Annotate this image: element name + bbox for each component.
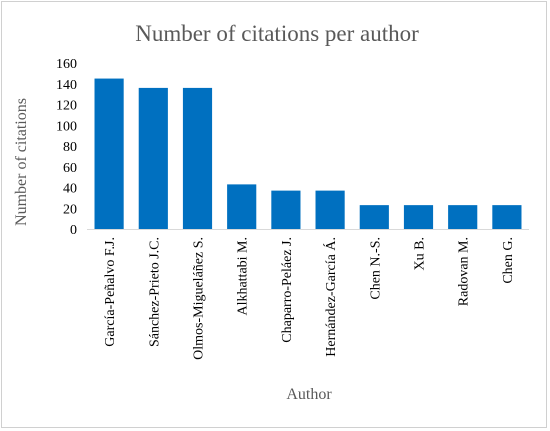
bars (94, 78, 522, 230)
bar (403, 205, 434, 229)
y-tick-label: 120 (56, 99, 77, 114)
x-tick-label: Hernández-García Á. (322, 237, 339, 357)
bar (359, 205, 389, 229)
bar (492, 205, 522, 229)
y-tick-label: 160 (56, 57, 77, 72)
x-tick-label: Alkhattabi M. (236, 237, 251, 316)
x-tick-label: Chen N.-S. (368, 237, 383, 300)
y-axis-ticks: 0 20 40 60 80 100 120 140 160 (56, 57, 77, 238)
x-tick-label: Radovan M. (457, 237, 472, 306)
y-tick-label: 20 (63, 202, 77, 217)
bar (138, 87, 168, 230)
x-tick-label: García-Peñalvo F.J. (103, 237, 118, 347)
x-tick-label: Sánchez-Prieto J.C. (147, 237, 162, 347)
x-tick-label: Xu B. (413, 237, 428, 270)
bar (94, 78, 124, 229)
chart-title: Number of citations per author (135, 21, 419, 46)
bar (315, 190, 345, 229)
x-tick-label: Olmos-Migueláñez S. (192, 237, 207, 360)
y-tick-label: 100 (56, 119, 77, 134)
y-tick-label: 80 (63, 140, 77, 155)
y-tick-label: 60 (63, 161, 77, 176)
x-tick-label: Chaparro-Peláez J. (280, 237, 295, 343)
x-tick-label: Chen G. (501, 237, 516, 284)
y-tick-label: 40 (63, 182, 77, 197)
bar (271, 190, 301, 229)
y-tick-label: 140 (56, 78, 77, 93)
x-axis-ticks: García-Peñalvo F.J. Sánchez-Prieto J.C. Ol… (103, 237, 516, 360)
y-axis-title: Number of citations (13, 98, 30, 226)
y-tick-label: 0 (70, 223, 77, 238)
bar (227, 184, 257, 229)
bar (448, 205, 478, 229)
bar (182, 87, 213, 230)
x-axis-title: Author (286, 386, 332, 403)
